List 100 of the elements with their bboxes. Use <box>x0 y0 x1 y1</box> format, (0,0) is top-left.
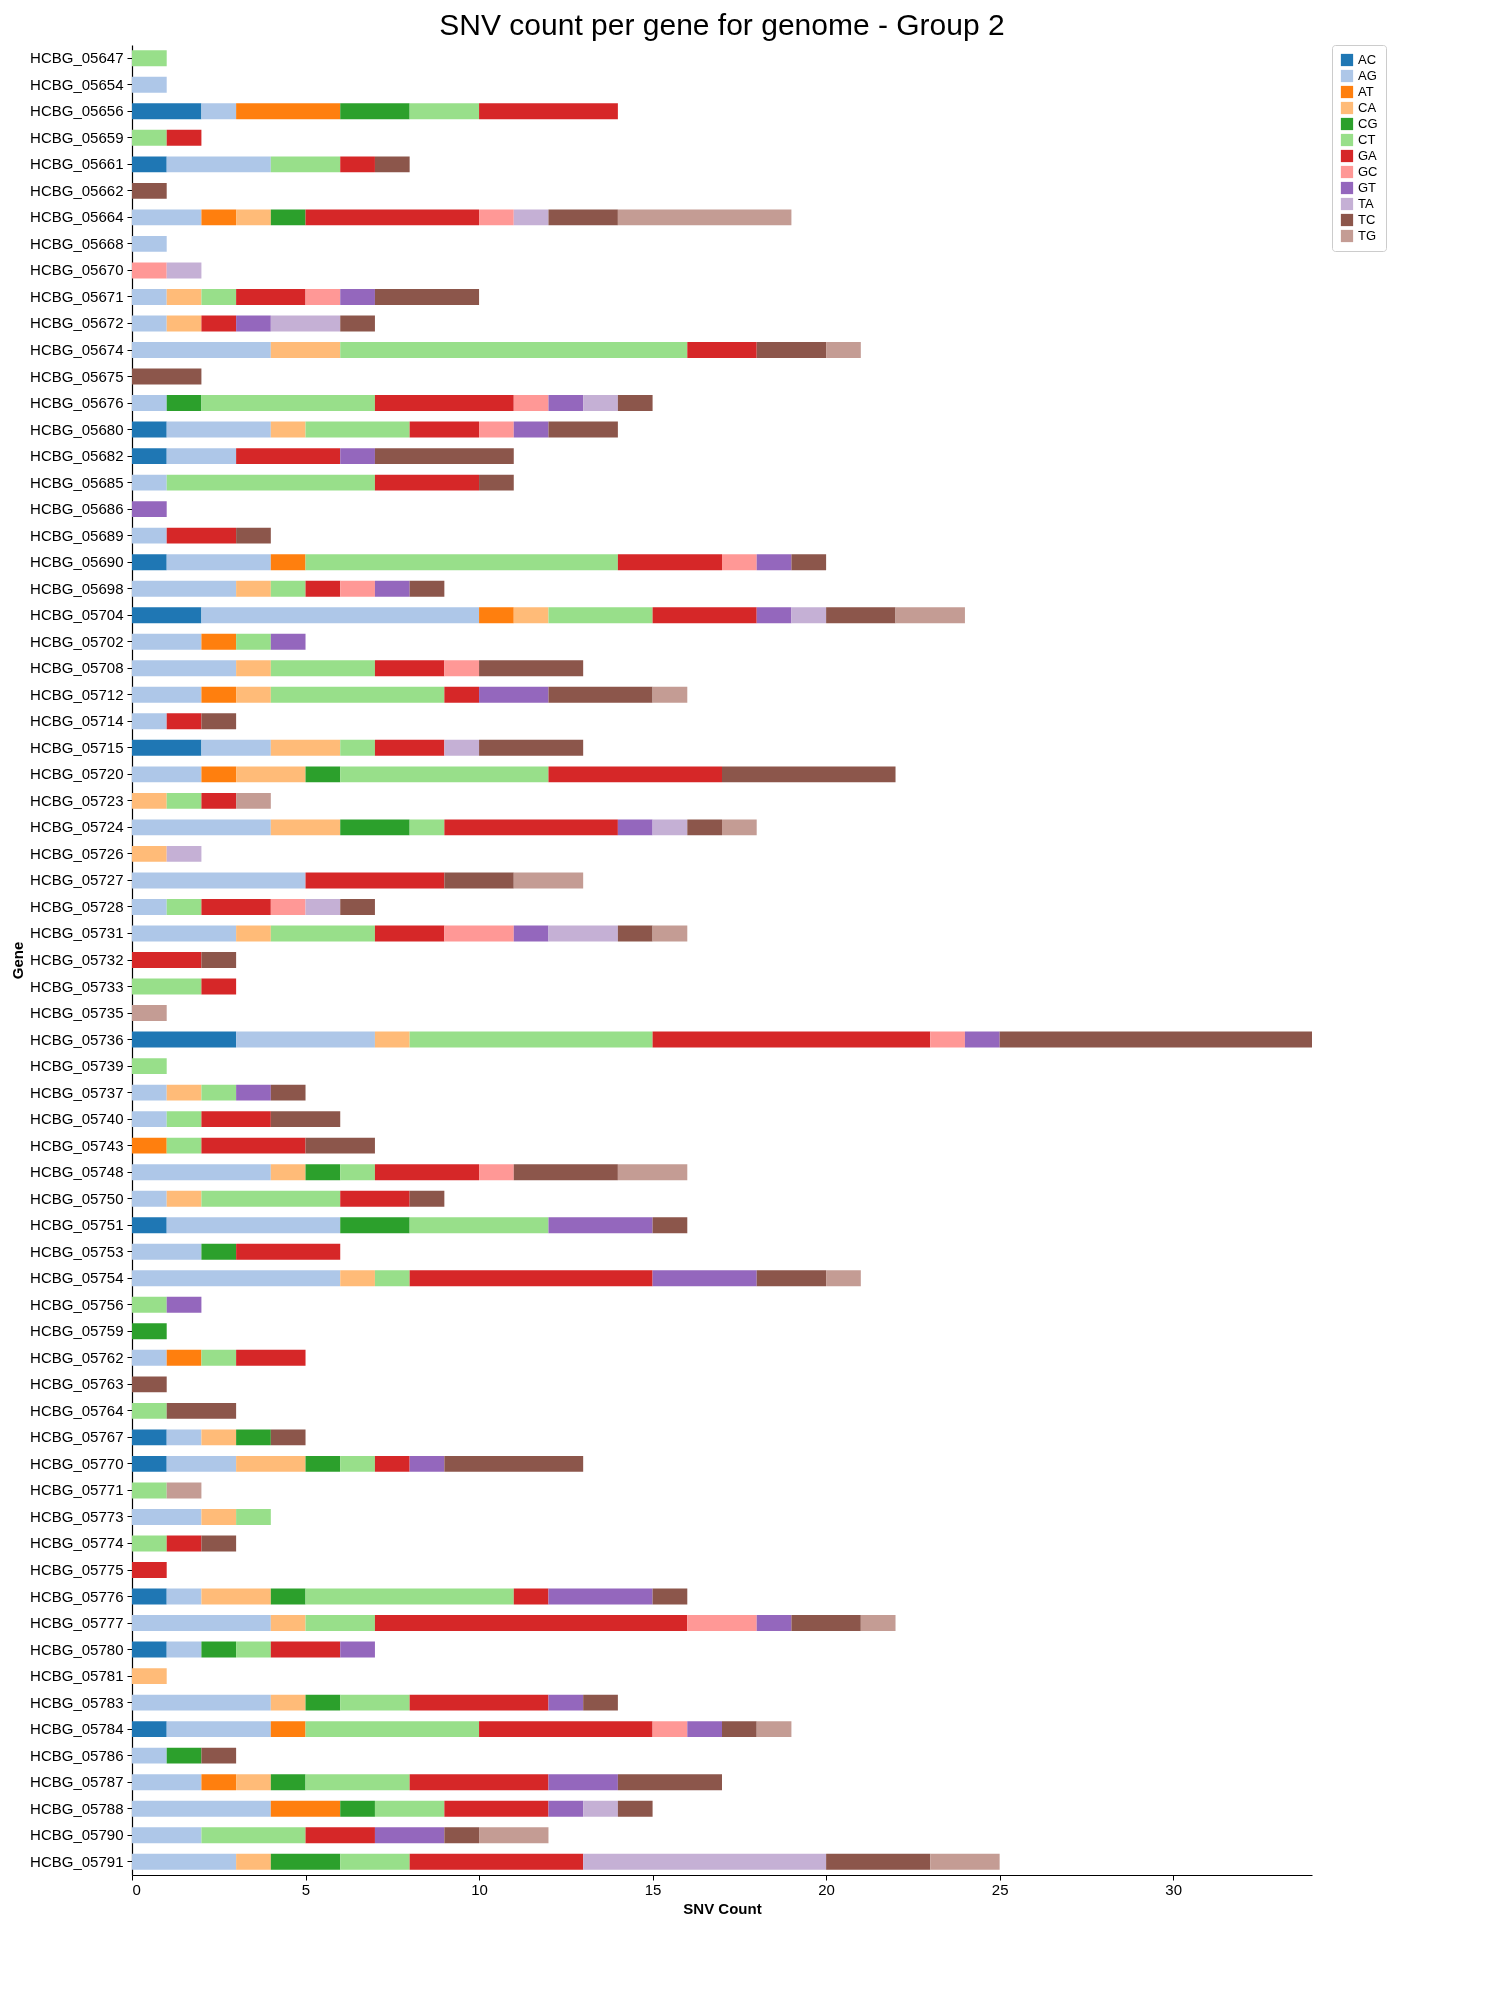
bar <box>826 1853 931 1870</box>
bar <box>756 1615 792 1631</box>
bar <box>166 395 202 411</box>
bar <box>201 978 237 995</box>
bar <box>132 1853 237 1870</box>
bar <box>166 1111 202 1128</box>
bar <box>652 1721 688 1738</box>
y-tick-label: HCBG_05775 <box>30 1561 124 1578</box>
bar <box>340 1853 410 1870</box>
bar <box>166 899 202 915</box>
bar <box>236 527 271 544</box>
bar <box>132 739 202 756</box>
y-tick-label: HCBG_05771 <box>30 1481 124 1499</box>
bar <box>132 1588 167 1605</box>
bar <box>860 1615 896 1631</box>
x-tick-label: 25 <box>991 1880 1009 1898</box>
bar <box>270 1641 341 1658</box>
bar <box>479 474 514 491</box>
bar <box>583 395 618 411</box>
bar <box>305 1588 514 1605</box>
bar <box>374 156 410 173</box>
bar <box>374 1827 445 1844</box>
bar <box>617 554 722 571</box>
legend-label: TC <box>1358 212 1376 227</box>
bar <box>548 421 618 438</box>
bar <box>236 1774 271 1791</box>
bar <box>201 686 237 703</box>
y-tick-label: HCBG_05664 <box>30 208 124 226</box>
bar <box>132 1694 271 1711</box>
bar <box>132 50 167 67</box>
bar <box>652 1217 688 1234</box>
bar <box>201 1535 237 1552</box>
bar <box>479 686 549 703</box>
y-tick-label: HCBG_05698 <box>30 579 124 597</box>
bar <box>374 1031 410 1048</box>
y-tick-label: HCBG_05748 <box>30 1163 124 1181</box>
y-tick-label: HCBG_05708 <box>30 659 124 677</box>
bar <box>513 1588 549 1605</box>
bar <box>374 1800 445 1817</box>
bar <box>930 1031 965 1048</box>
bar <box>305 1137 375 1154</box>
bar <box>132 1190 167 1207</box>
bar <box>305 580 341 597</box>
bar <box>166 262 202 279</box>
bar <box>132 1509 202 1525</box>
y-tick-label: HCBG_05751 <box>30 1216 124 1234</box>
bar <box>305 1827 375 1844</box>
y-tick-label: HCBG_05754 <box>30 1269 124 1287</box>
y-tick-label: HCBG_05656 <box>30 102 124 120</box>
y-tick-label: HCBG_05743 <box>30 1136 124 1154</box>
bar <box>652 925 688 942</box>
bar <box>513 925 549 942</box>
bar <box>132 1296 167 1313</box>
bar <box>617 925 653 942</box>
bar <box>548 925 618 942</box>
y-tick-label: HCBG_05733 <box>30 977 124 995</box>
bar <box>201 1774 237 1791</box>
bar <box>166 1084 202 1101</box>
bar <box>132 421 167 438</box>
bar <box>132 474 167 491</box>
bar <box>270 1111 341 1128</box>
bar <box>444 739 480 756</box>
bar <box>270 421 306 438</box>
bar <box>722 819 757 836</box>
bar <box>166 1137 202 1154</box>
bar <box>132 872 306 889</box>
bar <box>305 1164 341 1181</box>
bar <box>132 1800 271 1817</box>
bar <box>201 713 237 730</box>
bar <box>201 607 480 624</box>
bar <box>340 766 549 783</box>
bar <box>132 289 167 305</box>
bar <box>236 686 271 703</box>
bar <box>617 209 792 226</box>
bar <box>756 1721 792 1738</box>
bar <box>409 580 445 597</box>
bar <box>479 209 514 226</box>
bar <box>895 607 965 624</box>
y-tick-label: HCBG_05781 <box>30 1667 124 1685</box>
bar <box>166 421 271 438</box>
bar <box>548 395 584 411</box>
bar <box>305 1455 341 1472</box>
y-tick-label: HCBG_05740 <box>30 1110 124 1128</box>
bar <box>270 1164 306 1181</box>
x-tick-label: 5 <box>301 1880 311 1898</box>
bar <box>374 395 514 411</box>
legend-label: TA <box>1358 196 1374 211</box>
bar <box>201 1641 237 1658</box>
bar <box>305 554 618 571</box>
bar <box>270 1800 341 1817</box>
bar <box>132 554 167 571</box>
bar <box>132 1455 167 1472</box>
bar <box>201 766 237 783</box>
bar <box>132 527 167 544</box>
bar <box>999 1031 1312 1048</box>
legend-label: AT <box>1358 84 1374 99</box>
bar <box>201 1084 237 1101</box>
bar <box>132 899 167 915</box>
y-tick-label: HCBG_05704 <box>30 606 124 624</box>
bar <box>236 1031 375 1048</box>
